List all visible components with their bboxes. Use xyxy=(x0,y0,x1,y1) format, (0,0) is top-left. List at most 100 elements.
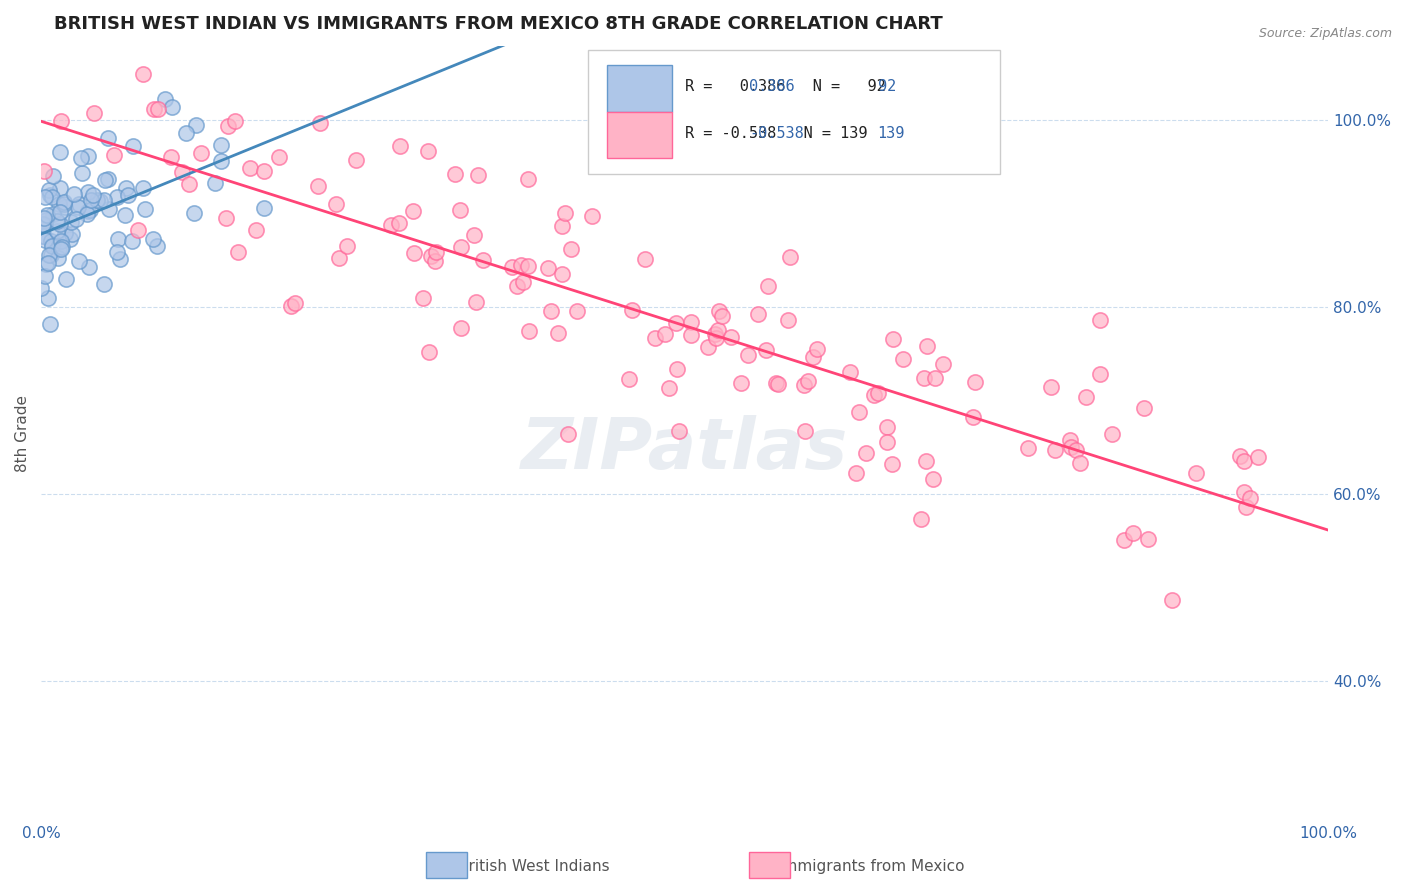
Point xyxy=(34,164,56,178)
Point xyxy=(1101,426,1123,441)
Point xyxy=(52,194,75,209)
Point xyxy=(402,204,425,219)
Point xyxy=(654,327,676,342)
Point xyxy=(1088,313,1111,327)
Point xyxy=(517,259,540,273)
Point xyxy=(31,229,53,244)
Point xyxy=(38,317,60,331)
Point xyxy=(49,145,72,160)
Point xyxy=(505,279,527,293)
Point xyxy=(94,172,117,186)
Point xyxy=(97,131,120,145)
Point xyxy=(560,242,582,256)
Point xyxy=(89,194,111,208)
Point xyxy=(806,342,828,356)
Point xyxy=(183,205,205,219)
Point xyxy=(801,350,824,364)
Point xyxy=(517,324,540,338)
Point xyxy=(284,296,307,310)
Point xyxy=(51,240,73,254)
Point xyxy=(38,248,60,262)
Point xyxy=(797,374,820,388)
Point xyxy=(204,176,226,190)
Point xyxy=(710,309,733,323)
Point xyxy=(1229,450,1251,464)
Point xyxy=(35,257,58,271)
Point xyxy=(49,181,72,195)
Point xyxy=(501,260,523,274)
Point xyxy=(472,253,495,268)
Point xyxy=(162,100,184,114)
Point xyxy=(215,211,238,226)
Point xyxy=(172,165,194,179)
Point xyxy=(41,236,63,251)
Point xyxy=(38,187,60,202)
Point xyxy=(76,207,98,221)
Point xyxy=(67,253,90,268)
Point xyxy=(876,420,898,434)
Point xyxy=(463,227,485,242)
Point xyxy=(224,114,246,128)
Point xyxy=(696,340,718,354)
Point xyxy=(891,351,914,366)
Point xyxy=(48,242,70,256)
Text: R = -0.538   N = 139: R = -0.538 N = 139 xyxy=(685,126,868,141)
Point xyxy=(159,151,181,165)
Point xyxy=(880,457,903,471)
Text: ZIPatlas: ZIPatlas xyxy=(522,415,848,483)
Point xyxy=(914,454,936,468)
Point xyxy=(1184,467,1206,481)
Point xyxy=(217,120,239,134)
Point xyxy=(855,445,877,459)
Point xyxy=(122,138,145,153)
Point xyxy=(868,385,890,400)
Point xyxy=(41,239,63,253)
Point xyxy=(756,278,779,293)
Point xyxy=(737,348,759,362)
Point xyxy=(114,208,136,222)
Point xyxy=(704,327,727,342)
Point xyxy=(1233,484,1256,499)
FancyBboxPatch shape xyxy=(588,50,1000,174)
Text: BRITISH WEST INDIAN VS IMMIGRANTS FROM MEXICO 8TH GRADE CORRELATION CHART: BRITISH WEST INDIAN VS IMMIGRANTS FROM M… xyxy=(53,15,943,33)
Point xyxy=(93,193,115,207)
Point xyxy=(1069,456,1091,470)
Point xyxy=(634,252,657,267)
Point xyxy=(42,236,65,251)
Point xyxy=(107,232,129,246)
Point xyxy=(1090,368,1112,382)
Point xyxy=(63,186,86,201)
Point xyxy=(34,233,56,247)
Point xyxy=(657,381,679,395)
Point xyxy=(115,180,138,194)
Point xyxy=(51,234,73,248)
Point xyxy=(48,196,70,211)
Point xyxy=(34,189,56,203)
Point xyxy=(142,103,165,117)
Point xyxy=(1060,440,1083,454)
Point xyxy=(679,315,702,329)
Point xyxy=(912,371,935,385)
Point xyxy=(449,202,471,217)
Point xyxy=(730,376,752,391)
Point xyxy=(59,215,82,229)
Point xyxy=(389,139,412,153)
Point xyxy=(82,188,104,202)
Point xyxy=(620,302,643,317)
Point xyxy=(747,307,769,321)
Point xyxy=(1112,533,1135,548)
Point xyxy=(39,234,62,248)
Point xyxy=(132,181,155,195)
Point xyxy=(37,255,59,269)
Point xyxy=(509,258,531,272)
Point xyxy=(512,275,534,289)
Point xyxy=(34,269,56,284)
Point xyxy=(46,213,69,227)
Point xyxy=(915,339,938,353)
Point xyxy=(778,313,800,327)
Point xyxy=(425,244,447,259)
Point xyxy=(1064,443,1087,458)
Point xyxy=(554,206,576,220)
Point xyxy=(308,179,330,194)
Point xyxy=(34,211,56,226)
